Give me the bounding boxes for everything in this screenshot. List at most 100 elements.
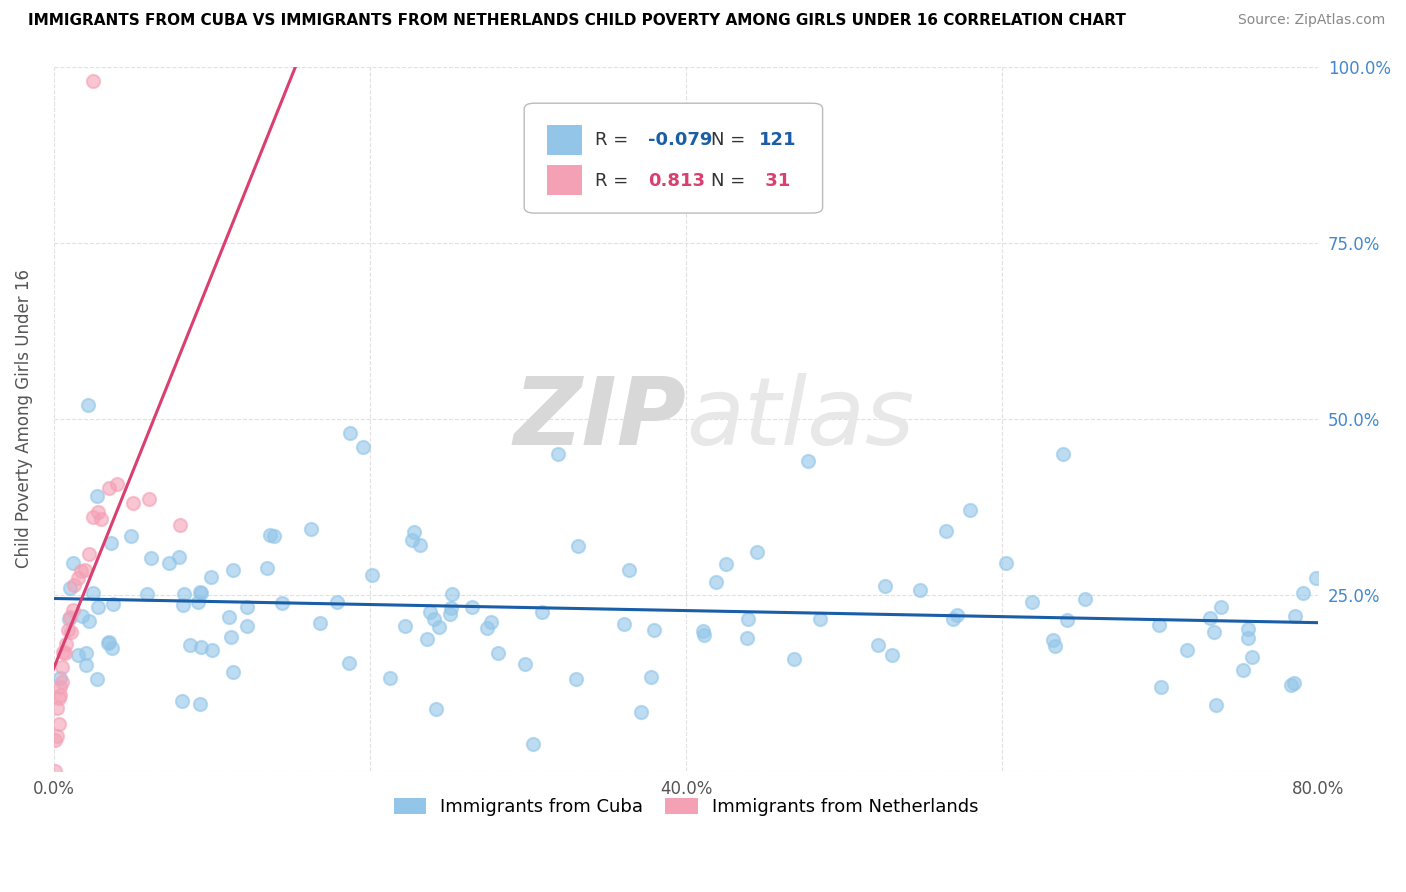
Point <box>271 596 294 610</box>
Point <box>100 536 122 550</box>
Point <box>1292 585 1315 599</box>
Point <box>475 621 498 635</box>
Point <box>617 563 640 577</box>
Text: -0.079: -0.079 <box>648 131 713 149</box>
Point <box>704 574 727 589</box>
Point <box>522 737 544 751</box>
Point <box>139 551 162 566</box>
Text: R =: R = <box>595 131 634 149</box>
Text: IMMIGRANTS FROM CUBA VS IMMIGRANTS FROM NETHERLANDS CHILD POVERTY AMONG GIRLS UN: IMMIGRANTS FROM CUBA VS IMMIGRANTS FROM … <box>28 13 1126 29</box>
Point <box>797 454 820 468</box>
Point <box>75 563 97 577</box>
Point <box>188 697 211 711</box>
Point <box>77 398 100 412</box>
Point <box>565 673 588 687</box>
Point <box>352 440 374 454</box>
Point <box>488 646 510 660</box>
Point <box>169 550 191 565</box>
Point <box>48 717 70 731</box>
Point <box>361 568 384 582</box>
Point <box>82 510 104 524</box>
FancyBboxPatch shape <box>547 125 582 154</box>
Point <box>46 730 69 744</box>
Point <box>866 638 889 652</box>
Point <box>1236 622 1258 636</box>
Point <box>1279 678 1302 692</box>
Point <box>640 670 662 684</box>
Point <box>79 614 101 628</box>
Text: Source: ZipAtlas.com: Source: ZipAtlas.com <box>1237 13 1385 28</box>
Point <box>1284 608 1306 623</box>
Point <box>218 610 240 624</box>
Point <box>567 540 589 554</box>
Point <box>188 584 211 599</box>
Point <box>1282 675 1305 690</box>
Point <box>60 625 83 640</box>
Point <box>401 533 423 547</box>
Point <box>236 600 259 615</box>
Point <box>62 556 84 570</box>
Text: R =: R = <box>595 171 634 190</box>
Point <box>70 608 93 623</box>
Point <box>783 652 806 666</box>
Point <box>49 689 72 703</box>
Point <box>101 640 124 655</box>
Point <box>337 656 360 670</box>
Point <box>1232 663 1254 677</box>
Point <box>172 599 194 613</box>
Point <box>259 527 281 541</box>
Point <box>427 620 450 634</box>
Point <box>77 547 100 561</box>
Point <box>138 491 160 506</box>
Point <box>82 73 104 87</box>
Point <box>58 581 80 595</box>
Point <box>1240 649 1263 664</box>
Text: atlas: atlas <box>686 373 914 464</box>
Point <box>75 657 97 672</box>
Point <box>425 702 447 716</box>
Point <box>63 578 86 592</box>
Point <box>692 624 714 639</box>
Point <box>745 545 768 559</box>
Point <box>66 648 89 663</box>
Point <box>69 564 91 578</box>
Point <box>187 595 209 609</box>
Point <box>58 612 80 626</box>
Point <box>643 623 665 637</box>
Point <box>157 557 180 571</box>
Point <box>880 648 903 662</box>
Point <box>173 587 195 601</box>
Point <box>49 672 72 686</box>
Text: 0.813: 0.813 <box>648 171 706 190</box>
Point <box>87 505 110 519</box>
Point <box>461 599 484 614</box>
Point <box>378 672 401 686</box>
Point <box>201 642 224 657</box>
Point <box>419 605 441 619</box>
Point <box>875 579 897 593</box>
Point <box>52 645 75 659</box>
Text: N =: N = <box>711 131 751 149</box>
Point <box>737 612 759 626</box>
Point <box>98 635 121 649</box>
Point <box>1021 595 1043 609</box>
Point <box>716 558 738 572</box>
Point <box>120 529 142 543</box>
Point <box>75 646 97 660</box>
Point <box>479 615 502 629</box>
Point <box>439 607 461 621</box>
Point <box>236 619 259 633</box>
Point <box>66 571 89 585</box>
Point <box>935 524 957 538</box>
Point <box>98 481 121 495</box>
Point <box>1043 640 1066 654</box>
Point <box>48 690 70 705</box>
Point <box>56 624 79 638</box>
Point <box>735 631 758 645</box>
Point <box>221 665 243 679</box>
Point <box>121 495 143 509</box>
Point <box>179 638 201 652</box>
Point <box>44 764 66 778</box>
Point <box>423 612 446 626</box>
Point <box>326 595 349 609</box>
